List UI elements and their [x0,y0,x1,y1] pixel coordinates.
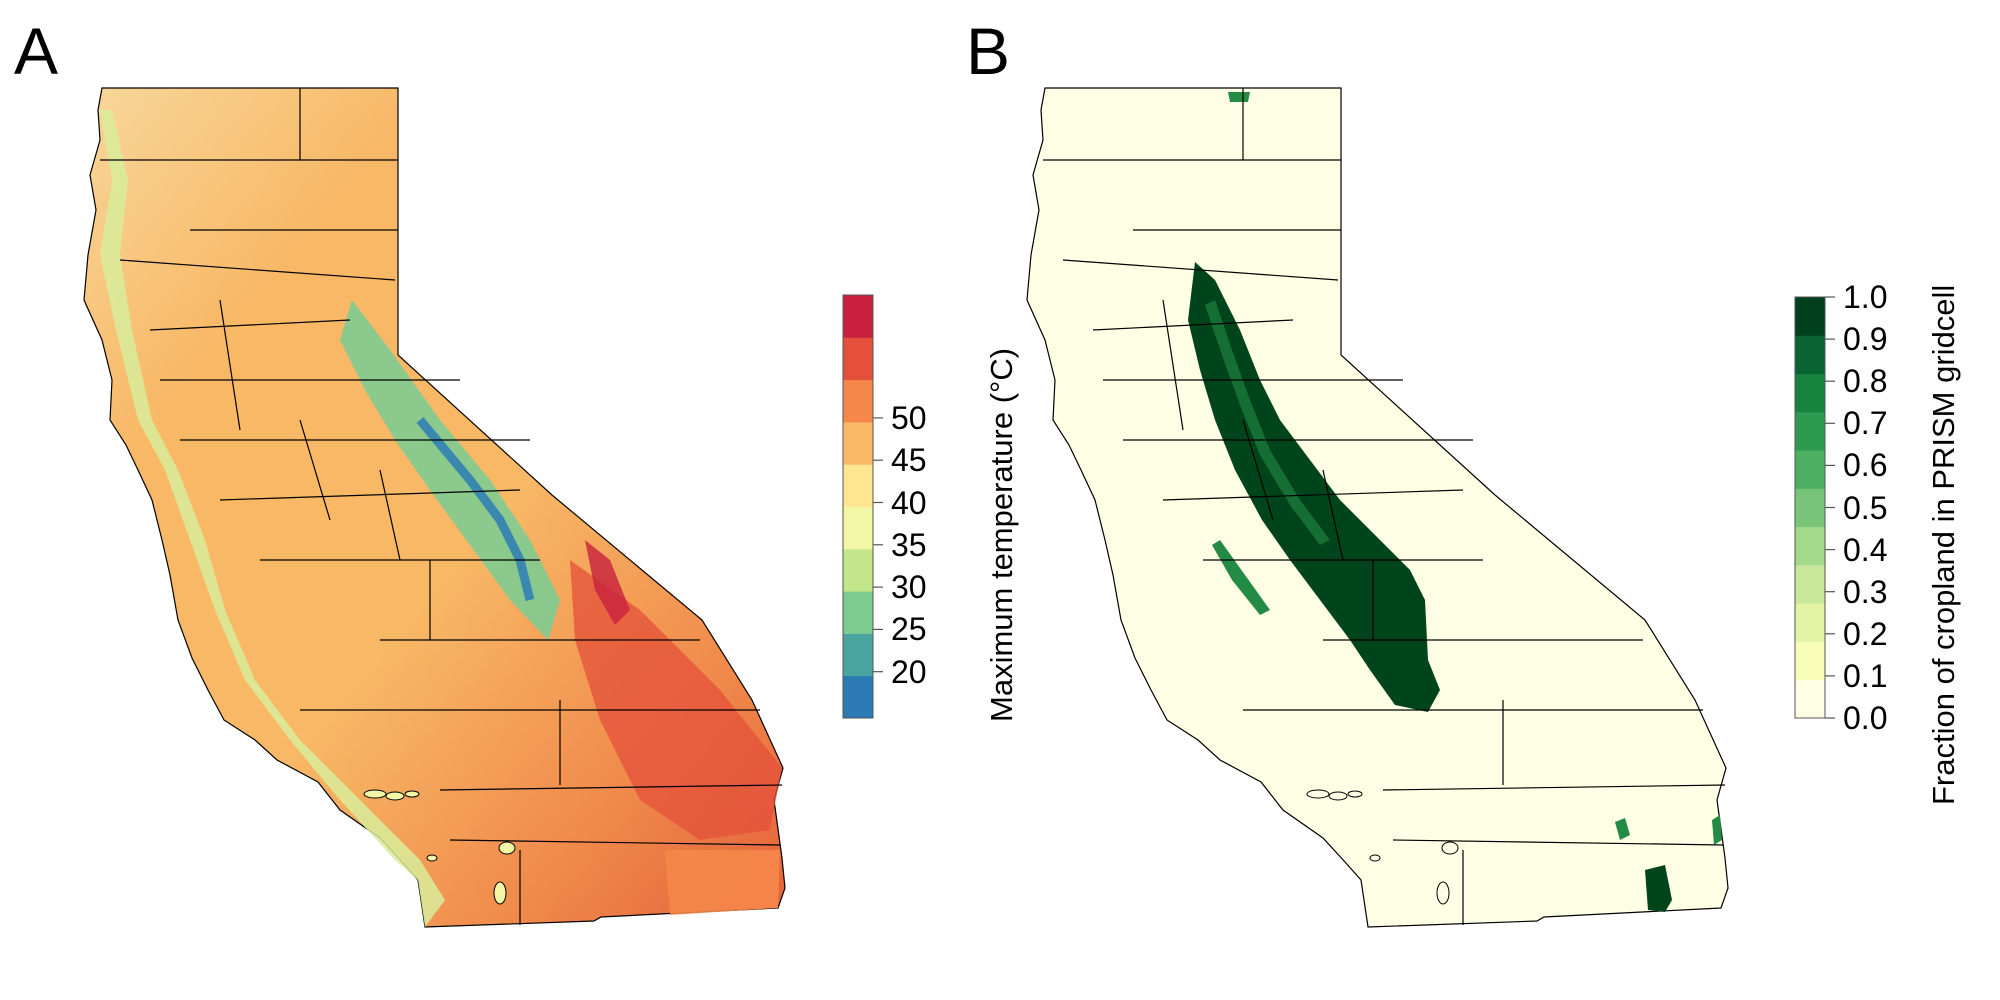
colorbar-segment [1795,450,1825,489]
colorbar-tick-label: 0.5 [1843,489,1888,526]
colorbar-segment [843,337,873,381]
cropland-map [1026,87,1729,928]
colorbar-tick-label: 0.9 [1843,321,1888,358]
sierra-crest [416,417,535,602]
california-outline-b [1026,87,1729,928]
colorbar-tick-label: 0.3 [1843,573,1888,610]
colorbar-tick-label: 35 [891,526,927,563]
colorbar-segment [1795,641,1825,681]
imperial-cropland [1645,865,1672,912]
colorbar-segment [1795,335,1825,375]
colorbar-segment [843,464,873,507]
colorbar-segment [1795,679,1825,719]
colorbar-tick-label: 0.0 [1843,700,1888,736]
channel-islands-b [1306,789,1459,905]
sierra-cool-band [340,300,560,640]
colorbar-tick-label: 20 [891,653,927,690]
temperature-colorbar [842,294,883,719]
colorbar-segment [843,548,873,592]
colorbar-segment [1795,488,1825,528]
colorbar-segment [1795,564,1825,604]
colorbar-tick-label: 0.8 [1843,363,1888,400]
colorbar-segment [843,633,873,677]
panel-a-label: A [14,14,59,88]
colorbar-segment [843,506,873,550]
colorbar-segment [843,591,873,634]
colorbar-tick-label: 25 [891,611,927,648]
colorbar-tick-label: 0.2 [1843,615,1888,652]
colorbar-tick-label: 1.0 [1843,279,1888,315]
death-valley-hot-zone [585,540,630,625]
colorbar-frame [842,294,874,719]
cropland-legend-title: Fraction of cropland in PRISM gridcell [1926,284,1961,805]
temperature-map [83,87,786,928]
colorbar-segment [1795,603,1825,642]
colorbar-segment [843,421,873,465]
panel-b-label: B [966,14,1011,88]
channel-islands-a [363,789,516,905]
cropland-colorbar [1794,296,1835,719]
north-cropland [1228,92,1250,102]
temperature-legend-title: Maximum temperature (°C) [984,347,1019,722]
colorbar-tick-label: 45 [891,442,927,479]
colorbar-tick-label: 0.1 [1843,657,1888,694]
county-lines-a [100,88,783,925]
palo-verde-cropland [1712,815,1722,845]
colorbar-segment [1795,411,1825,451]
county-lines-b [1043,88,1726,925]
colorbar-tick-label: 40 [891,484,927,521]
colorbar-tick-label: 0.4 [1843,531,1888,568]
colorbar-segment [843,295,873,338]
colorbar-tick-label: 0.7 [1843,405,1888,442]
colorbar-segment [843,675,873,719]
central-valley-cropland [1188,262,1440,712]
colorbar-tick-label: 30 [891,569,927,606]
salinas-cropland [1212,540,1270,615]
desert-hot-zone [570,560,782,840]
colorbar-segment [1795,373,1825,413]
colorbar-segment [1795,526,1825,566]
coachella-cropland [1615,818,1630,840]
colorbar-segment [843,379,873,423]
colorbar-tick-label: 50 [891,399,927,436]
imperial-hot-zone [665,850,780,915]
valley-fringe-cropland [1205,300,1330,545]
colorbar-tick-label: 0.6 [1843,447,1888,484]
colorbar-segment [1795,297,1825,336]
